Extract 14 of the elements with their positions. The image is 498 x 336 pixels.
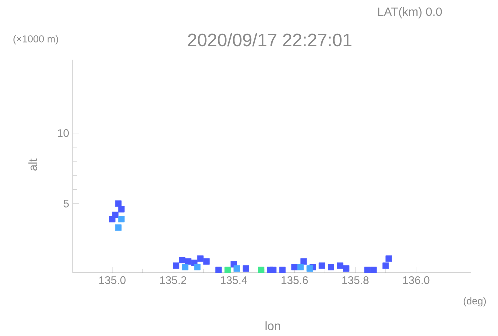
- y-tick-label: 10: [58, 129, 70, 138]
- chart-subtitle: LAT(km) 0.0: [378, 7, 442, 19]
- y-tick-label: 5: [64, 200, 69, 208]
- text: (×1000 m): [14, 35, 58, 45]
- x-tick-label: 135.6: [282, 276, 308, 284]
- x-axis-title: lon: [266, 322, 280, 330]
- x-tick-label: 135.8: [342, 276, 369, 284]
- x-tick-label: 135.2: [160, 276, 186, 284]
- x-tick-label: 136.0: [403, 276, 430, 284]
- x-tick-label: 135.4: [221, 276, 248, 284]
- text: (deg): [464, 297, 486, 307]
- chart-title: 2020/09/17 22:27:01: [188, 33, 352, 47]
- y-axis-title: alt: [28, 158, 38, 171]
- x-tick-label: 135.0: [100, 276, 126, 284]
